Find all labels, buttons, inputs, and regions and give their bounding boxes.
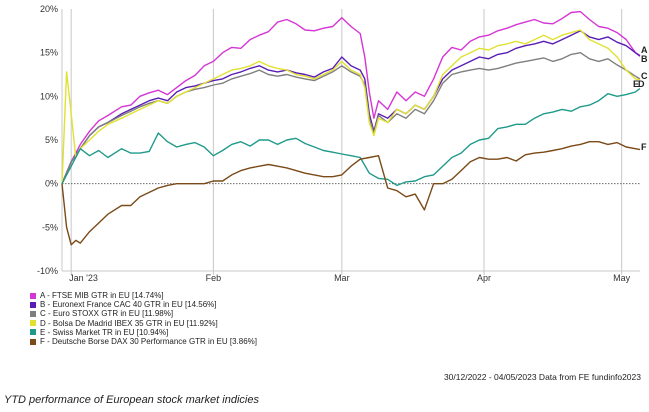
legend-swatch bbox=[30, 292, 36, 299]
series-end-label: A bbox=[641, 45, 648, 55]
x-tick-label: May bbox=[613, 273, 631, 283]
series-end-label: E bbox=[633, 79, 639, 89]
legend: A - FTSE MIB GTR in EU [14.74%] B - Euron… bbox=[30, 291, 257, 346]
series-lines bbox=[61, 10, 641, 246]
series-end-label: C bbox=[641, 71, 648, 81]
legend-swatch bbox=[30, 329, 36, 336]
legend-label: C - Euro STOXX GTR in EU [11.98%] bbox=[40, 309, 174, 319]
series-end-label: F bbox=[641, 142, 647, 152]
legend-label: B - Euronext France CAC 40 GTR in EU [14… bbox=[40, 300, 217, 310]
series-line bbox=[61, 30, 641, 184]
x-axis-labels: Jan '23 Feb Mar Apr May bbox=[69, 273, 630, 283]
legend-item: D - Bolsa De Madrid IBEX 35 GTR in EU [1… bbox=[30, 319, 257, 328]
legend-swatch bbox=[30, 338, 36, 345]
y-tick-label: 5% bbox=[45, 135, 58, 145]
gridlines bbox=[61, 9, 640, 275]
legend-item: E - Swiss Market TR in EU [10.94%] bbox=[30, 328, 257, 337]
legend-item: B - Euronext France CAC 40 GTR in EU [14… bbox=[30, 300, 257, 309]
series-line bbox=[61, 29, 641, 184]
series-line bbox=[61, 52, 641, 184]
y-tick-label: 10% bbox=[40, 91, 58, 101]
y-tick-label: -5% bbox=[42, 222, 58, 232]
y-tick-label: 15% bbox=[40, 48, 58, 58]
legend-item: A - FTSE MIB GTR in EU [14.74%] bbox=[30, 291, 257, 300]
legend-swatch bbox=[30, 301, 36, 308]
y-tick-label: 20% bbox=[40, 4, 58, 14]
source-note: 30/12/2022 - 04/05/2023 Data from FE fun… bbox=[443, 372, 641, 382]
y-tick-label: -10% bbox=[37, 266, 58, 276]
legend-label: D - Bolsa De Madrid IBEX 35 GTR in EU [1… bbox=[40, 318, 218, 328]
series-line bbox=[61, 10, 641, 184]
x-tick-label: Feb bbox=[206, 273, 222, 283]
series-line bbox=[61, 140, 641, 246]
figure-caption: YTD performance of European stock market… bbox=[4, 394, 259, 406]
x-tick-label: Jan '23 bbox=[69, 273, 98, 283]
series-end-label: B bbox=[641, 54, 648, 64]
legend-item: C - Euro STOXX GTR in EU [11.98%] bbox=[30, 309, 257, 318]
legend-label: E - Swiss Market TR in EU [10.94%] bbox=[40, 327, 169, 337]
legend-label: A - FTSE MIB GTR in EU [14.74%] bbox=[40, 291, 164, 301]
y-axis-labels: 20% 15% 10% 5% 0% -5% -10% bbox=[37, 4, 58, 276]
series-end-label: D bbox=[638, 79, 645, 89]
x-tick-label: Apr bbox=[477, 273, 491, 283]
legend-swatch bbox=[30, 320, 36, 327]
legend-item: F - Deutsche Borse DAX 30 Performance GT… bbox=[30, 337, 257, 346]
legend-label: F - Deutsche Borse DAX 30 Performance GT… bbox=[40, 337, 257, 347]
y-tick-label: 0% bbox=[45, 179, 58, 189]
x-tick-label: Mar bbox=[334, 273, 350, 283]
series-line bbox=[61, 87, 641, 187]
legend-swatch bbox=[30, 310, 36, 317]
